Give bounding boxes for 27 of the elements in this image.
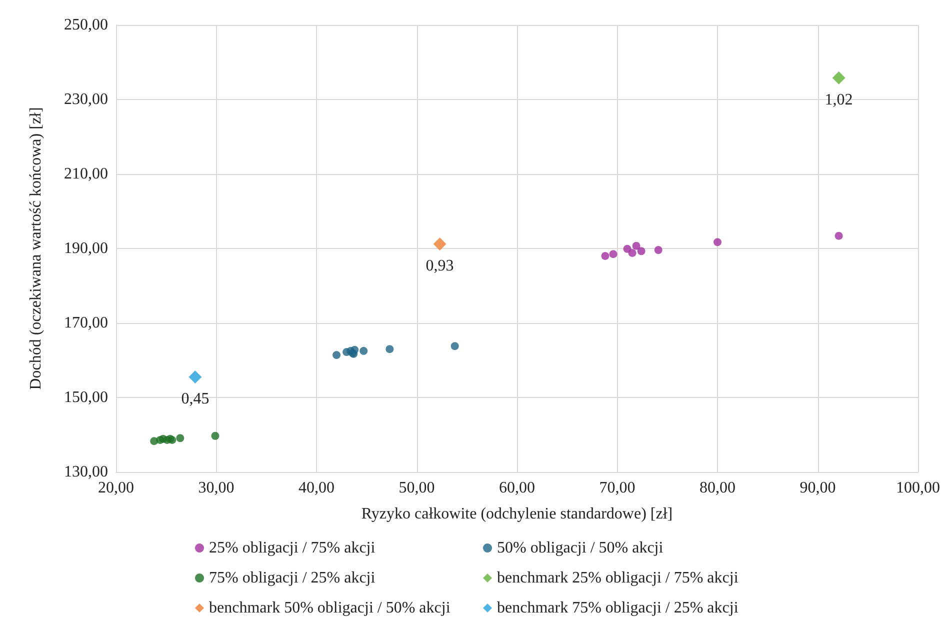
legend-label: 25% obligacji / 75% akcji	[209, 540, 376, 556]
legend-label: 50% obligacji / 50% akcji	[497, 540, 664, 556]
legend-label: benchmark 75% obligacji / 25% akcji	[497, 600, 739, 616]
x-tick-label: 30,00	[198, 480, 234, 496]
y-axis-title: Dochód (oczekiwana wartość końcowa) [zł]	[28, 107, 44, 390]
y-tick-label: 250,00	[64, 16, 108, 34]
x-tick-label: 50,00	[398, 480, 435, 496]
y-tick-label: 130,00	[64, 464, 108, 480]
y-tick-label: 150,00	[64, 389, 108, 406]
x-tick-label: 70,00	[599, 480, 636, 496]
y-tick-label: 230,00	[64, 91, 108, 108]
annotation: 1,02	[824, 91, 853, 108]
legend-label: benchmark 25% obligacji / 75% akcji	[497, 570, 739, 586]
x-axis-title: Ryzyko całkowite (odchylenie standardowe) [zł]	[361, 506, 673, 522]
y-tick-label: 210,00	[64, 166, 108, 182]
x-tick-label: 20,00	[98, 480, 134, 496]
annotation: 0,93	[426, 258, 454, 275]
legend-label: 75% obligacji / 25% akcji	[209, 570, 376, 586]
x-tick-label: 80,00	[700, 480, 736, 496]
x-tick-label: 100,00	[896, 480, 940, 496]
x-tick-label: 90,00	[800, 480, 836, 496]
y-tick-label: 190,00	[64, 240, 108, 257]
x-tick-label: 40,00	[298, 480, 334, 496]
annotation: 0,45	[181, 390, 210, 408]
y-tick-label: 170,00	[64, 314, 108, 332]
x-tick-label: 60,00	[499, 480, 535, 496]
legend-label: benchmark 50% obligacji / 50% akcji	[209, 600, 451, 616]
